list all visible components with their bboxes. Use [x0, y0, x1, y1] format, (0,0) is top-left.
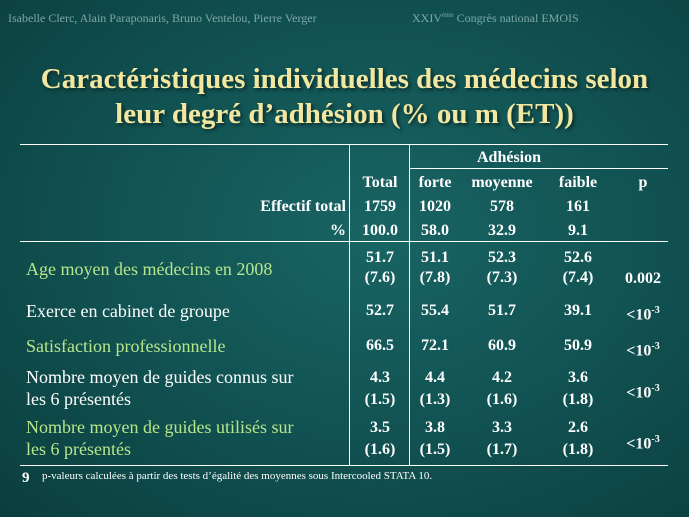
p-value: <10-3 [613, 430, 673, 454]
column-header-p: p [638, 174, 648, 191]
row-label-line-1: Satisfaction professionnelle [26, 336, 226, 356]
slide-number: 9 [22, 470, 30, 486]
row-sd: (1.5) [364, 391, 396, 408]
row-sd: (7.6) [364, 269, 396, 286]
percent-label: % [330, 222, 346, 239]
column-header-moyenne: moyenne [471, 174, 533, 191]
footnote: p-valeurs calculées à partir des tests d… [42, 470, 433, 482]
row-label-line-2: les 6 présentés [26, 389, 131, 409]
row-value: 3.5 [370, 419, 390, 436]
row-value: 50.9 [564, 337, 592, 354]
row-value: 66.5 [366, 337, 394, 354]
row-value: 39.1 [564, 302, 592, 319]
authors-text: Isabelle Clerc, Alain Paraponaris, Bruno… [8, 11, 317, 25]
title-line-1: Caractéristiques individuelles des médec… [40, 63, 649, 95]
conference-prefix: XXIV [412, 11, 442, 25]
row-sd: (1.6) [364, 441, 396, 458]
row-label: Nombre moyen de guides connus sur les 6 p… [26, 366, 293, 410]
effectif-value: 161 [566, 198, 590, 215]
row-sd: (1.8) [562, 391, 594, 408]
conference-text: XXIVème Congrès national EMOIS [412, 11, 579, 26]
slide-title: Caractéristiques individuelles des médec… [0, 62, 689, 132]
row-label: Nombre moyen de guides utilisés sur les 6… [26, 416, 293, 460]
row-value: 3.3 [492, 419, 512, 436]
table-top-rule [20, 144, 668, 145]
row-sd: (7.4) [562, 269, 594, 286]
row-value: 52.3 [488, 249, 516, 266]
row-label-line-1: Nombre moyen de guides connus sur [26, 367, 294, 387]
row-sd: (1.5) [419, 441, 451, 458]
row-label-line-1: Exerce en cabinet de groupe [26, 301, 230, 321]
p-value: <10-3 [613, 301, 673, 325]
p-value-base: <10 [626, 435, 652, 453]
p-value-base: <10 [626, 384, 652, 402]
row-value: 52.6 [564, 249, 592, 266]
effectif-value: 578 [490, 198, 514, 215]
column-header-faible: faible [558, 174, 598, 191]
p-value: <10-3 [613, 337, 673, 361]
conference-suffix: Congrès national EMOIS [453, 11, 579, 25]
p-value-exponent: -3 [651, 434, 660, 445]
conference-sup: ème [442, 11, 454, 19]
slide-header: Isabelle Clerc, Alain Paraponaris, Bruno… [0, 0, 689, 40]
results-table: Adhésion Total forte moyenne faible p Effectif… [0, 144, 689, 466]
row-sd: (1.3) [419, 391, 451, 408]
column-header-forte: forte [418, 174, 452, 191]
row-value: 55.4 [421, 302, 449, 319]
row-value: 4.3 [370, 369, 390, 386]
table-bottom-rule [20, 465, 668, 466]
row-value: 2.6 [568, 419, 588, 436]
p-value-exponent: -3 [651, 305, 660, 316]
row-label-line-2: les 6 présentés [26, 439, 131, 459]
p-value: <10-3 [613, 379, 673, 403]
row-sd: (1.7) [486, 441, 518, 458]
row-label-line-1: Nombre moyen de guides utilisés sur [26, 417, 294, 437]
p-value-base: <10 [626, 306, 652, 324]
effectif-label: Effectif total [260, 198, 346, 215]
p-value-exponent: -3 [651, 383, 660, 394]
row-value: 51.7 [366, 249, 394, 266]
row-value: 4.2 [492, 369, 512, 386]
total-column-rule [349, 144, 350, 466]
adhesion-header: Adhésion [476, 149, 542, 166]
row-sd: (7.3) [486, 269, 518, 286]
percent-value: 9.1 [568, 222, 588, 239]
row-value: 4.4 [425, 369, 445, 386]
row-sd: (1.6) [486, 391, 518, 408]
row-value: 3.6 [568, 369, 588, 386]
percent-value: 32.9 [488, 222, 516, 239]
row-label: Satisfaction professionnelle [26, 335, 225, 357]
header-bottom-rule [20, 241, 668, 242]
p-value-exponent: -3 [651, 341, 660, 352]
row-sd: (1.8) [562, 441, 594, 458]
adhesion-rule [409, 168, 668, 169]
effectif-value: 1020 [419, 198, 451, 215]
row-label: Exerce en cabinet de groupe [26, 300, 230, 322]
row-value: 51.7 [488, 302, 516, 319]
percent-value: 100.0 [362, 222, 398, 239]
row-sd: (7.8) [419, 269, 451, 286]
percent-value: 58.0 [421, 222, 449, 239]
title-line-2: leur degré d’adhésion (% ou m (ET)) [115, 98, 574, 130]
row-value: 60.9 [488, 337, 516, 354]
row-value: 52.7 [366, 302, 394, 319]
p-value-base: 0.002 [625, 270, 661, 287]
p-value-base: <10 [626, 342, 652, 360]
p-value: 0.002 [613, 269, 673, 289]
row-value: 72.1 [421, 337, 449, 354]
row-label: Age moyen des médecins en 2008 [26, 258, 272, 280]
row-value: 51.1 [421, 249, 449, 266]
column-header-total: Total [362, 174, 398, 191]
row-value: 3.8 [425, 419, 445, 436]
row-label-line-1: Age moyen des médecins en 2008 [26, 259, 273, 279]
adhesion-column-rule [409, 144, 410, 466]
effectif-value: 1759 [364, 198, 396, 215]
